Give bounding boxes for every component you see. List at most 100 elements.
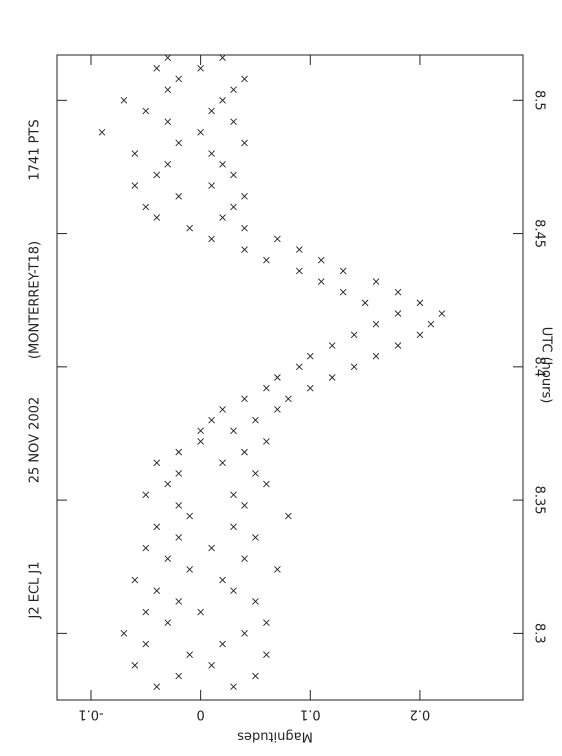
- point: [230, 171, 237, 179]
- point: [142, 544, 150, 552]
- x-tick-label: 8.5: [532, 90, 547, 111]
- point: [164, 160, 172, 168]
- point: [153, 587, 161, 595]
- point: [241, 75, 248, 83]
- point: [328, 342, 336, 349]
- point: [219, 406, 226, 413]
- point: [142, 107, 150, 115]
- chart-title: J2 ECL J1: [28, 561, 43, 619]
- point: [339, 288, 347, 296]
- point: [241, 448, 248, 456]
- point: [241, 395, 248, 403]
- point: [296, 363, 303, 371]
- point: [263, 480, 270, 488]
- x-tick-label: 8.3: [532, 623, 547, 644]
- point: [317, 256, 325, 264]
- point: [153, 214, 161, 221]
- point: [230, 86, 237, 93]
- point: [208, 544, 215, 552]
- point: [274, 566, 281, 573]
- point: [175, 598, 183, 605]
- point: [230, 523, 237, 531]
- point: [296, 246, 303, 253]
- point: [197, 65, 204, 72]
- point: [285, 395, 292, 403]
- point: [131, 662, 139, 669]
- points-label: 1741 PTS: [28, 119, 43, 180]
- point: [219, 459, 226, 467]
- y-tick-label: -0.1: [78, 707, 103, 722]
- point: [241, 246, 248, 253]
- point: [120, 630, 128, 637]
- point: [131, 576, 139, 584]
- date: 25 NOV 2002: [28, 397, 43, 484]
- point: [230, 427, 237, 435]
- point: [328, 374, 336, 381]
- point: [306, 352, 314, 360]
- point: [164, 555, 172, 563]
- point: [252, 672, 259, 680]
- point: [394, 342, 402, 349]
- point: [208, 182, 215, 189]
- point: [98, 128, 106, 136]
- point: [372, 278, 380, 285]
- x-tick-label: 8.45: [532, 219, 547, 248]
- point: [241, 630, 248, 637]
- point: [219, 640, 226, 648]
- point: [208, 662, 215, 669]
- point: [153, 683, 161, 690]
- point: [427, 320, 435, 328]
- x-tick-label: 8.4: [532, 356, 547, 377]
- point: [230, 491, 237, 499]
- point: [230, 203, 237, 211]
- point: [164, 619, 172, 627]
- point: [153, 459, 161, 467]
- point: [153, 171, 161, 179]
- point: [241, 224, 248, 232]
- point: [350, 363, 358, 371]
- point: [186, 224, 193, 232]
- y-axis-label: Magnitudes: [237, 729, 313, 744]
- point: [241, 139, 248, 147]
- point: [175, 470, 183, 477]
- point: [175, 502, 183, 509]
- point: [438, 310, 446, 317]
- point: [142, 203, 150, 211]
- point: [416, 299, 424, 307]
- point: [252, 598, 259, 605]
- point: [241, 555, 248, 563]
- point: [219, 96, 226, 104]
- point: [131, 150, 139, 157]
- point: [175, 192, 183, 200]
- point: [263, 651, 270, 659]
- point: [219, 54, 226, 61]
- point: [208, 107, 215, 115]
- x-tick-label: 8.35: [532, 486, 547, 515]
- point: [175, 448, 183, 456]
- point: [252, 534, 259, 541]
- point: [252, 416, 259, 424]
- point: [394, 288, 402, 296]
- point: [274, 235, 281, 243]
- point: [241, 502, 248, 509]
- point: [164, 54, 172, 61]
- point: [394, 310, 402, 317]
- point: [175, 139, 183, 147]
- point: [186, 651, 193, 659]
- point: [274, 374, 281, 381]
- point: [317, 278, 325, 285]
- point: [263, 384, 270, 392]
- point: [230, 587, 237, 595]
- y-tick-label: 0.1: [300, 707, 321, 722]
- point: [263, 619, 270, 627]
- x-axis-label: UTC (hours): [539, 327, 554, 404]
- observatory: (MONTERREY-T18): [28, 241, 43, 359]
- point: [252, 470, 259, 477]
- y-tick-label: 0: [196, 707, 204, 722]
- point: [263, 256, 270, 264]
- point: [263, 438, 270, 445]
- point: [296, 267, 303, 275]
- point: [153, 65, 161, 72]
- point: [153, 523, 161, 531]
